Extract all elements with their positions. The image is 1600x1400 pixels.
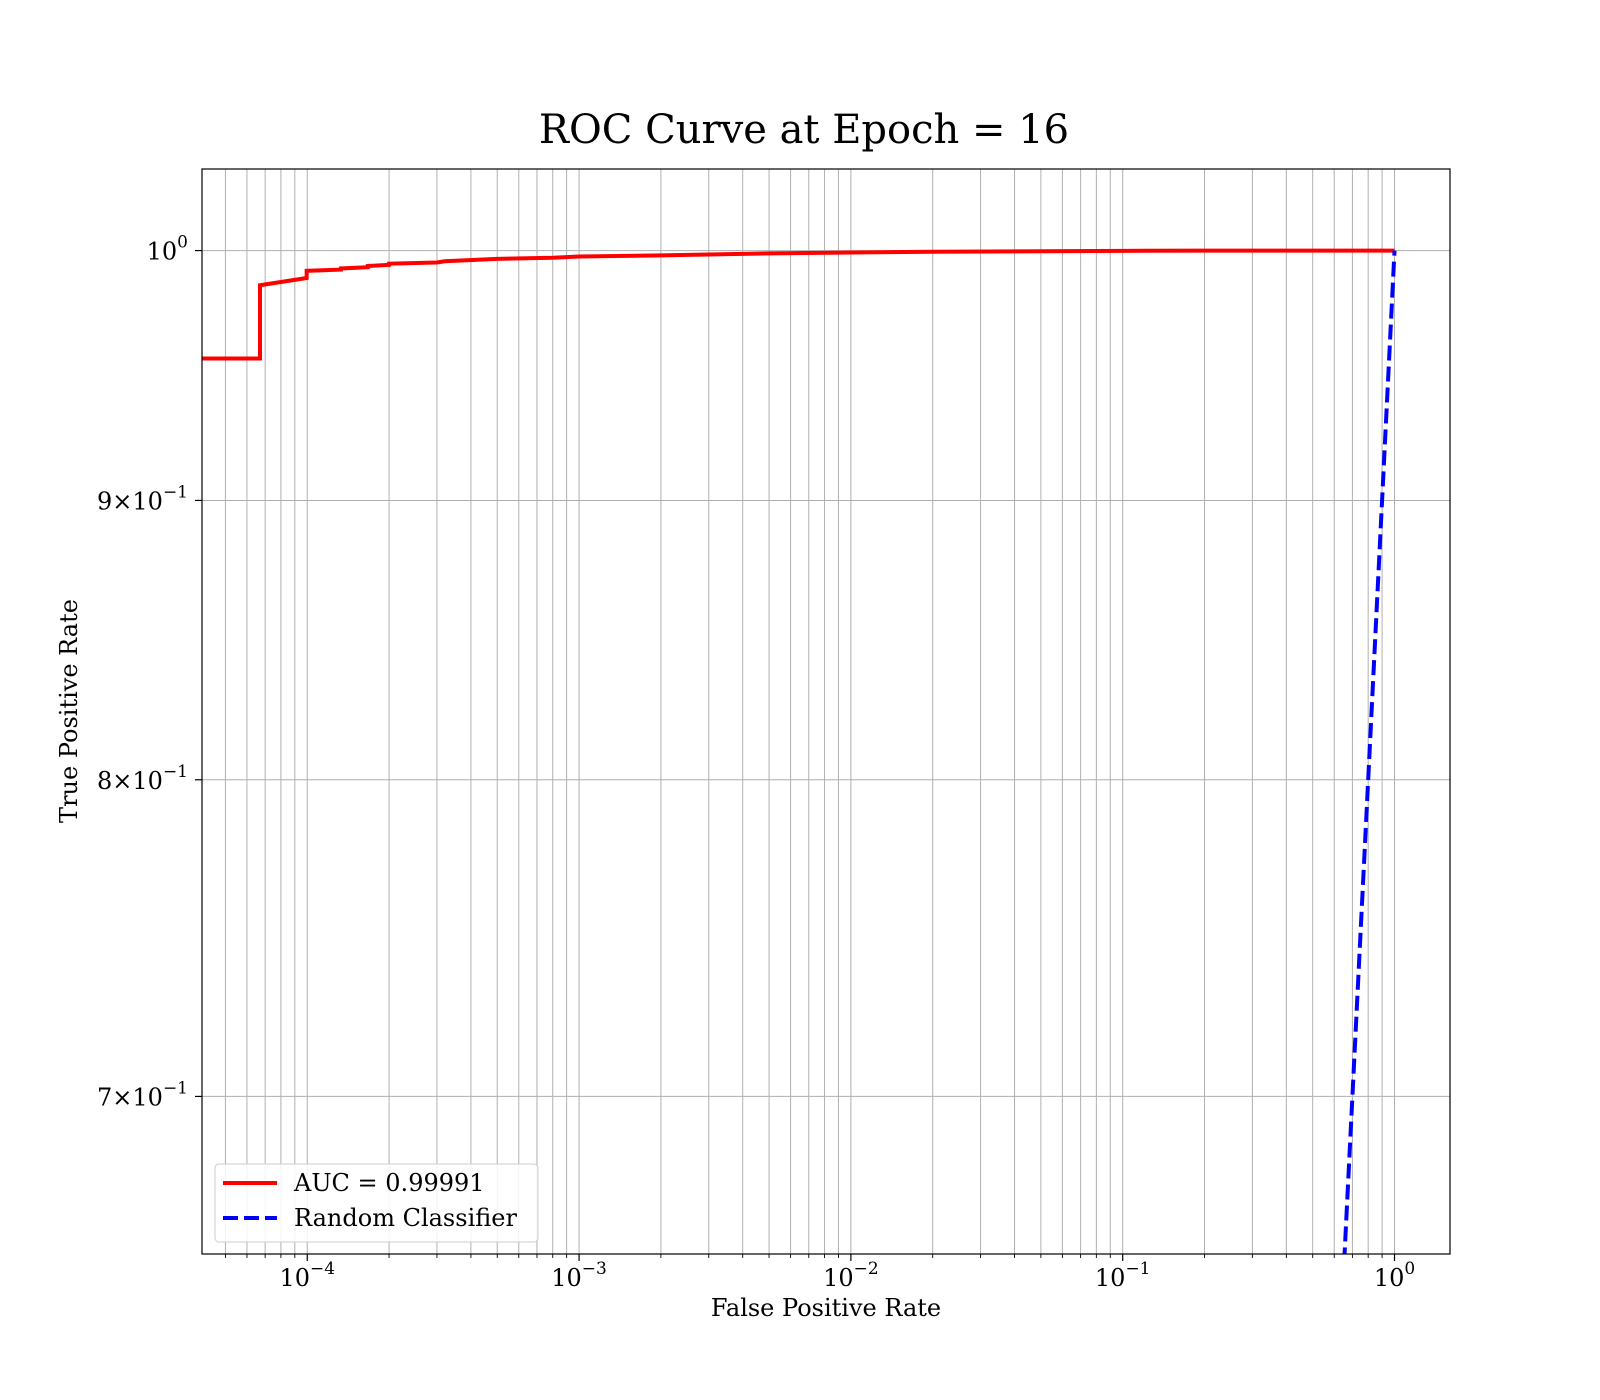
x-tick-label: 10−1: [1095, 1259, 1151, 1292]
ticks: 10−4 10−3 10−2 10−1 100 100 9×10−1 8×10−1 7×10−1: [97, 233, 1415, 1292]
y-axis-label: True Positive Rate: [55, 599, 83, 823]
plot-series: [202, 248, 1397, 1254]
random-classifier-line: [1342, 250, 1397, 1254]
grid-lines: [202, 169, 1450, 1254]
legend-label: Random Classifier: [294, 1204, 517, 1232]
y-tick-label: 7×10−1: [97, 1078, 188, 1111]
legend-label: AUC = 0.99991: [293, 1169, 485, 1197]
y-tick-label: 9×10−1: [97, 482, 188, 515]
x-tick-label: 10−4: [279, 1259, 335, 1292]
x-axis-label: False Positive Rate: [711, 1294, 941, 1322]
chart-title: ROC Curve at Epoch = 16: [539, 107, 1069, 153]
x-tick-label: 100: [1374, 1259, 1415, 1292]
x-tick-label: 10−3: [551, 1259, 607, 1292]
plot-frame: [201, 168, 1451, 1255]
y-tick-label: 100: [147, 233, 188, 266]
roc-curve-line: [202, 248, 1395, 361]
x-tick-label: 10−2: [823, 1259, 879, 1292]
legend: AUC = 0.99991 Random Classifier: [214, 1163, 539, 1243]
y-tick-label: 8×10−1: [97, 762, 188, 795]
legend-box: [214, 1163, 539, 1243]
